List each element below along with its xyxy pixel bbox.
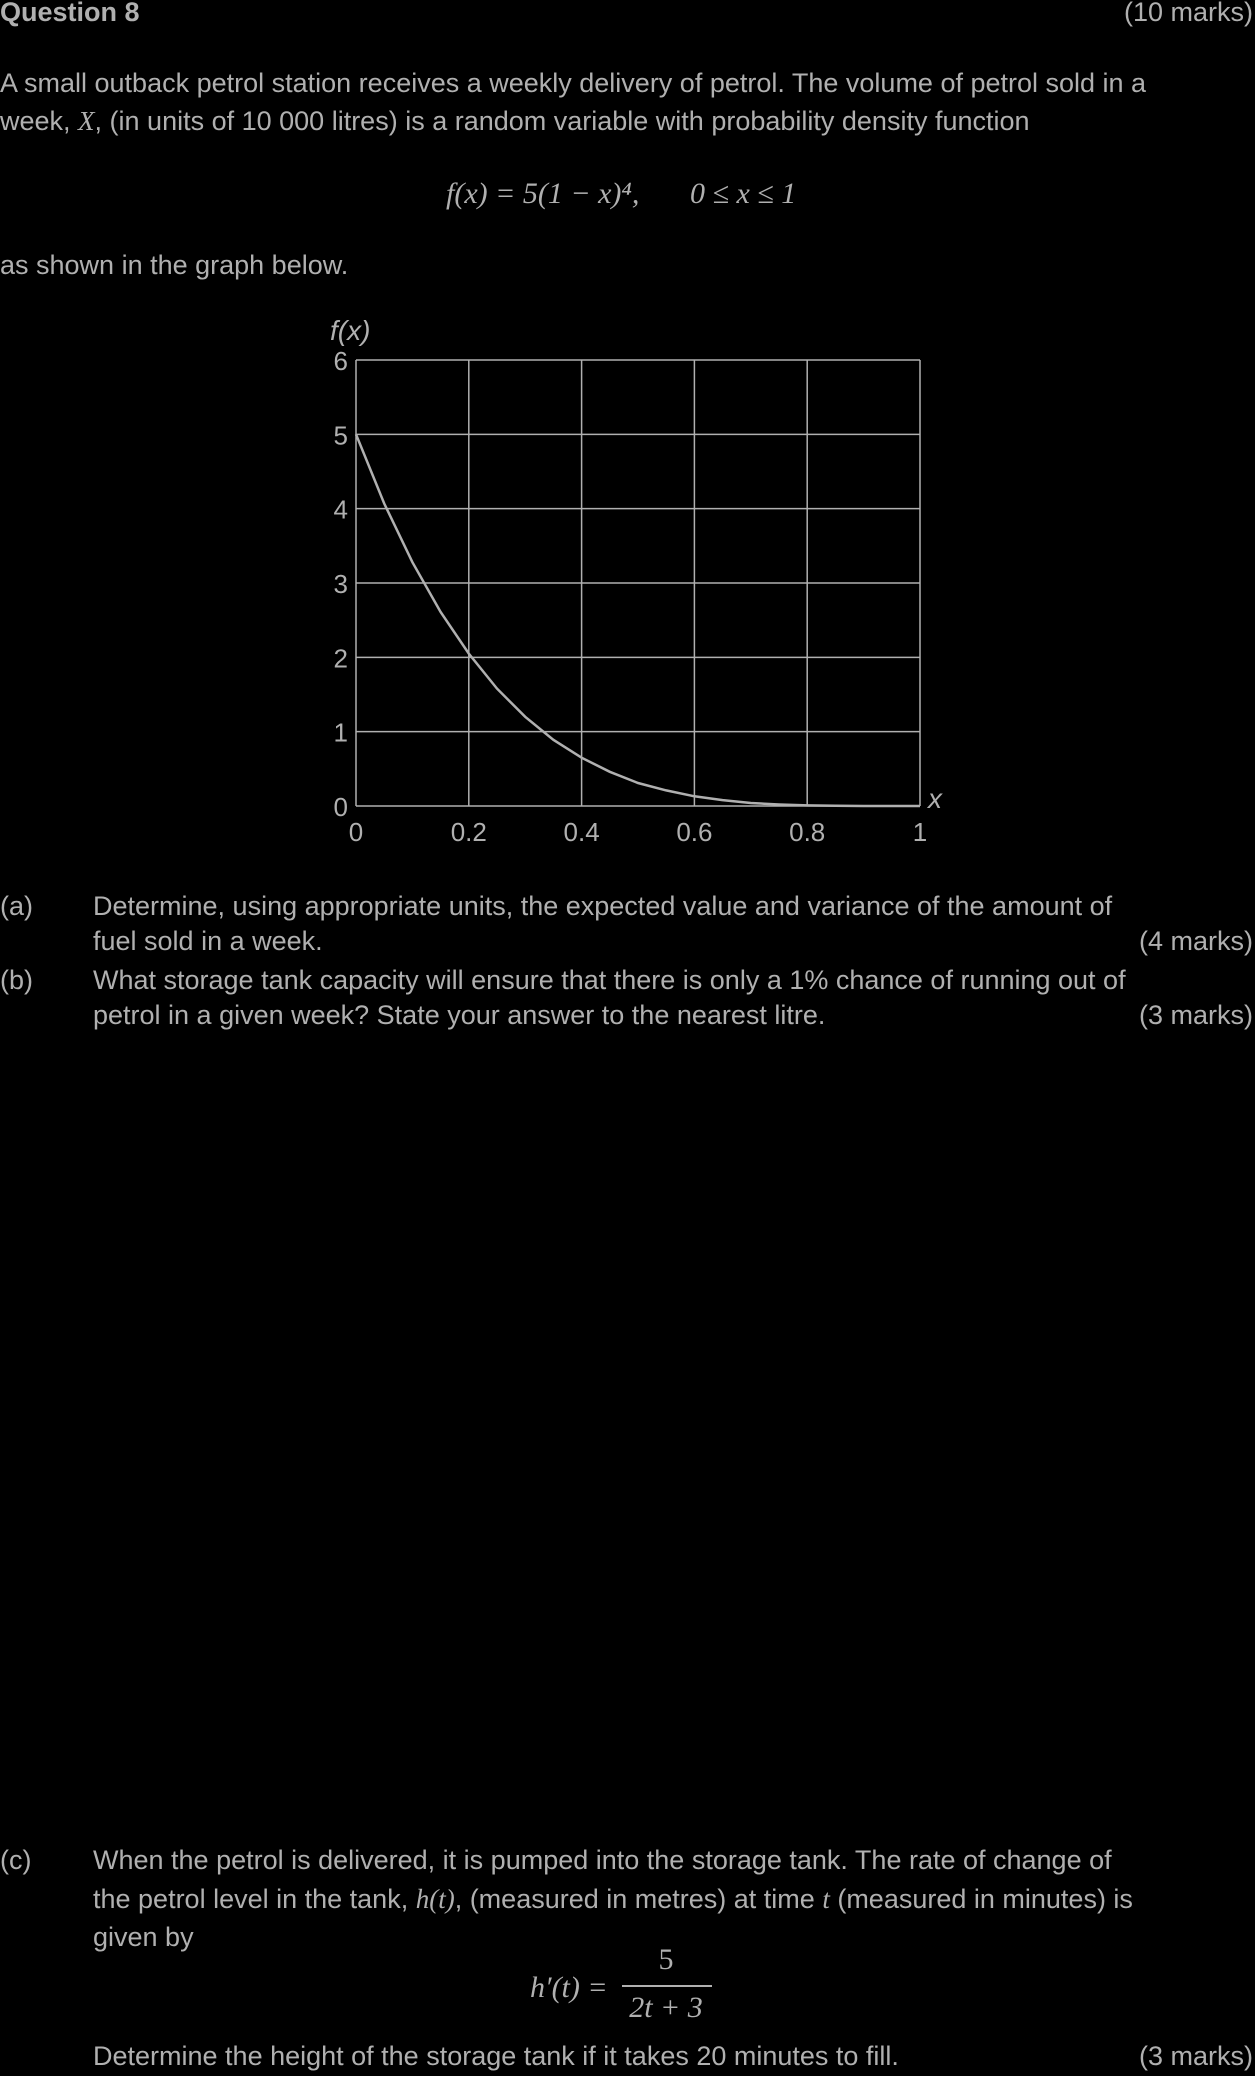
pdf-chart: 0 0.2 0.4 0.6 0.8 1 0 1 2 3 4 5 6 f(x) x: [330, 315, 943, 847]
intro-line-2-post: , (in units of 10 000 litres) is a rando…: [94, 106, 1030, 136]
x-tick-label: 0: [349, 817, 363, 847]
random-variable-x: X: [78, 106, 95, 136]
graph-intro-text: as shown in the graph below.: [0, 250, 349, 280]
y-tick-label: 3: [334, 569, 348, 599]
part-c-line-2-mid: , (measured in metres) at time: [454, 1884, 823, 1914]
x-axis-label: x: [926, 783, 943, 814]
x-tick-label: 0.2: [451, 817, 487, 847]
y-tick-label: 0: [334, 792, 348, 822]
rate-formula-lhs: h′(t) =: [530, 1971, 608, 2004]
part-b-line-2: petrol in a given week? State your answe…: [93, 1000, 826, 1030]
intro-line-2-pre: week,: [0, 106, 79, 136]
part-a-marks: (4 marks): [1139, 926, 1253, 956]
intro-line-1: A small outback petrol station receives …: [0, 68, 1147, 98]
part-c-question: Determine the height of the storage tank…: [93, 2041, 899, 2071]
time-variable-t: t: [822, 1884, 830, 1914]
y-tick-label: 1: [334, 718, 348, 748]
part-a-line-1: Determine, using appropriate units, the …: [93, 891, 1113, 921]
y-axis-label: f(x): [330, 315, 370, 346]
rate-formula-denominator: 2t + 3: [629, 1991, 703, 2024]
part-c-line-2-post: (measured in minutes) is: [829, 1884, 1133, 1914]
part-c-line-2: the petrol level in the tank, h(t), (mea…: [93, 1879, 1133, 1919]
height-function-h: h(t): [415, 1884, 455, 1914]
part-c-line-2-pre: the petrol level in the tank,: [93, 1884, 416, 1914]
part-c-line-3: given by: [93, 1922, 194, 1952]
x-tick-label: 0.8: [789, 817, 825, 847]
pdf-domain: 0 ≤ x ≤ 1: [690, 177, 797, 210]
intro-line-2: week, X, (in units of 10 000 litres) is …: [0, 101, 1030, 141]
part-a-line-2: fuel sold in a week.: [93, 926, 323, 956]
chart-ticks: 0 0.2 0.4 0.6 0.8 1 0 1 2 3 4 5 6: [334, 346, 928, 847]
part-b-label: (b): [0, 965, 33, 995]
y-tick-label: 2: [334, 643, 348, 673]
y-tick-label: 6: [334, 346, 348, 376]
part-c-label: (c): [0, 1845, 32, 1875]
part-b-line-1: What storage tank capacity will ensure t…: [93, 965, 1126, 995]
y-tick-label: 5: [334, 420, 348, 450]
question-title: Question 8: [0, 0, 140, 27]
chart-grid: [355, 359, 921, 807]
part-c-marks: (3 marks): [1139, 2041, 1253, 2071]
x-tick-label: 0.4: [564, 817, 600, 847]
y-tick-label: 4: [334, 495, 348, 525]
part-a-label: (a): [0, 891, 33, 921]
pdf-formula: f(x) = 5(1 − x)⁴,: [446, 177, 640, 210]
pdf-curve: [354, 433, 920, 808]
rate-formula-numerator: 5: [658, 1943, 674, 1976]
part-b-marks: (3 marks): [1139, 1000, 1253, 1030]
fraction-bar: [622, 1985, 712, 1987]
part-c-line-1: When the petrol is delivered, it is pump…: [93, 1845, 1112, 1875]
x-tick-label: 1: [913, 817, 927, 847]
total-marks: (10 marks): [1123, 0, 1253, 27]
x-tick-label: 0.6: [676, 817, 712, 847]
